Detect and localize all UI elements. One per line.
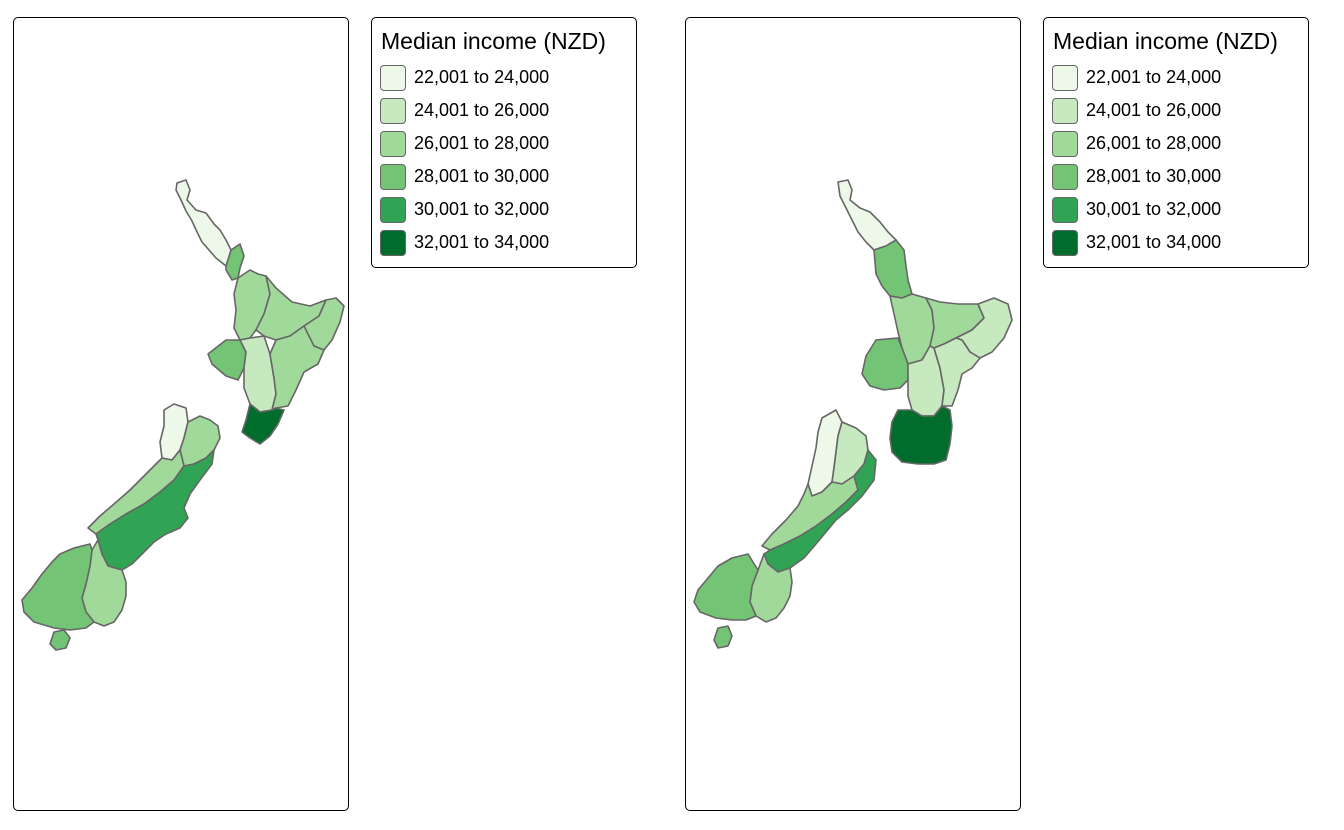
region-manawatu-wanganui xyxy=(239,335,277,413)
legend-item: 28,001 to 30,000 xyxy=(1052,163,1221,196)
map-panel-right xyxy=(685,17,1021,811)
region-wellington xyxy=(241,403,285,445)
legend-title: Median income (NZD) xyxy=(381,28,606,54)
legend-swatch xyxy=(1052,98,1078,124)
legend-label: 28,001 to 30,000 xyxy=(1086,166,1222,186)
legend-item: 30,001 to 32,000 xyxy=(380,196,549,229)
legend-label: 22,001 to 24,000 xyxy=(1086,67,1222,87)
legend-label: 24,001 to 26,000 xyxy=(414,100,550,120)
legend-item: 24,001 to 26,000 xyxy=(380,97,549,130)
region-hawkes-bay xyxy=(269,325,325,411)
nz-choropleth-left xyxy=(21,179,345,651)
legend-swatch xyxy=(1052,197,1078,223)
region-stewart-island xyxy=(49,629,71,651)
legend-item: 32,001 to 34,000 xyxy=(380,229,549,262)
region-taranaki xyxy=(207,339,247,381)
region-canterbury xyxy=(95,449,215,571)
legend-label: 28,001 to 30,000 xyxy=(414,166,550,186)
region-southland xyxy=(693,553,759,621)
legend-items: 22,001 to 24,000 24,001 to 26,000 26,001… xyxy=(380,64,549,262)
legend-swatch xyxy=(380,98,406,124)
legend-item: 28,001 to 30,000 xyxy=(380,163,549,196)
legend-swatch xyxy=(380,230,406,256)
map-panel-left xyxy=(13,17,349,811)
legend-item: 24,001 to 26,000 xyxy=(1052,97,1221,130)
legend-label: 30,001 to 32,000 xyxy=(1086,199,1222,219)
legend-item: 32,001 to 34,000 xyxy=(1052,229,1221,262)
legend-swatch xyxy=(380,164,406,190)
legend-swatch xyxy=(380,131,406,157)
legend-label: 24,001 to 26,000 xyxy=(1086,100,1222,120)
legend-item: 30,001 to 32,000 xyxy=(1052,196,1221,229)
legend-label: 32,001 to 34,000 xyxy=(1086,232,1222,252)
legend-label: 26,001 to 28,000 xyxy=(1086,133,1222,153)
legend-item: 26,001 to 28,000 xyxy=(380,130,549,163)
legend-label: 32,001 to 34,000 xyxy=(414,232,550,252)
legend-item: 22,001 to 24,000 xyxy=(1052,64,1221,97)
legend-swatch xyxy=(380,65,406,91)
legend-left: Median income (NZD) 22,001 to 24,000 24,… xyxy=(371,17,637,268)
legend-right: Median income (NZD) 22,001 to 24,000 24,… xyxy=(1043,17,1309,268)
region-wellington xyxy=(889,405,953,465)
legend-label: 26,001 to 28,000 xyxy=(414,133,550,153)
legend-swatch xyxy=(1052,65,1078,91)
region-taranaki xyxy=(861,337,909,391)
region-northland xyxy=(175,179,233,267)
legend-label: 30,001 to 32,000 xyxy=(414,199,550,219)
region-stewart-island xyxy=(713,625,733,649)
nz-choropleth-right xyxy=(693,179,1013,649)
legend-swatch xyxy=(380,197,406,223)
region-northland xyxy=(837,179,897,251)
region-auckland xyxy=(873,239,913,299)
legend-swatch xyxy=(1052,230,1078,256)
region-hawkes-bay xyxy=(933,337,981,407)
legend-swatch xyxy=(1052,164,1078,190)
legend-item: 22,001 to 24,000 xyxy=(380,64,549,97)
legend-label: 22,001 to 24,000 xyxy=(414,67,550,87)
legend-item: 26,001 to 28,000 xyxy=(1052,130,1221,163)
legend-title: Median income (NZD) xyxy=(1053,28,1278,54)
legend-items: 22,001 to 24,000 24,001 to 26,000 26,001… xyxy=(1052,64,1221,262)
legend-swatch xyxy=(1052,131,1078,157)
region-southland xyxy=(21,543,95,631)
